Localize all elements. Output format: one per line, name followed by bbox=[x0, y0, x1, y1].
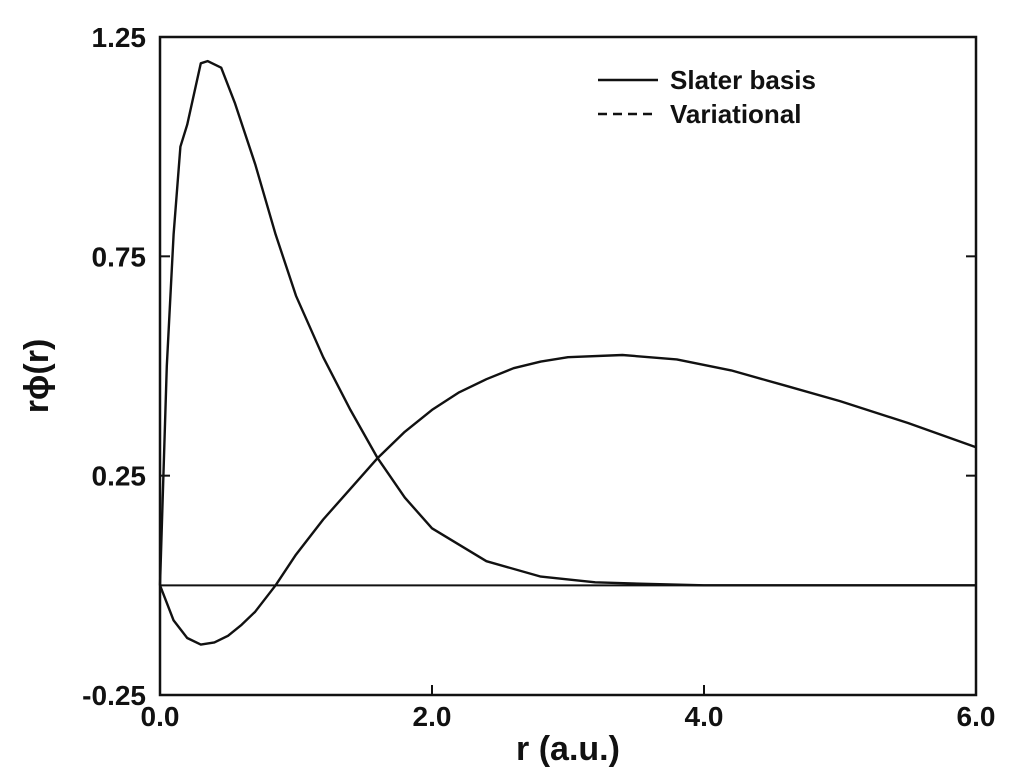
legend-label-variational: Variational bbox=[670, 99, 802, 129]
x-axis-title: r (a.u.) bbox=[516, 730, 620, 768]
y-tick-label: 0.75 bbox=[92, 241, 147, 272]
plot-frame bbox=[158, 35, 978, 697]
x-tick-label: 2.0 bbox=[413, 701, 452, 732]
y-tick-label: -0.25 bbox=[82, 680, 146, 711]
y-tick-label: 0.25 bbox=[92, 461, 147, 492]
ticks: 0.0 2.0 4.0 6.0 -0.25 0.25 0.75 1.25 bbox=[82, 22, 995, 732]
x-tick-label: 4.0 bbox=[685, 701, 724, 732]
legend-label-slater: Slater basis bbox=[670, 65, 816, 95]
y-tick-label: 1.25 bbox=[92, 22, 147, 53]
series-curve-2 bbox=[158, 353, 977, 646]
legend: Slater basis Variational bbox=[598, 65, 816, 129]
plot-area bbox=[158, 35, 978, 697]
y-axis-title: rϕ(r) bbox=[18, 339, 56, 414]
x-tick-label: 0.0 bbox=[141, 701, 180, 732]
curves bbox=[158, 59, 977, 646]
x-tick-label: 6.0 bbox=[957, 701, 996, 732]
series-curve-1 bbox=[158, 59, 976, 587]
